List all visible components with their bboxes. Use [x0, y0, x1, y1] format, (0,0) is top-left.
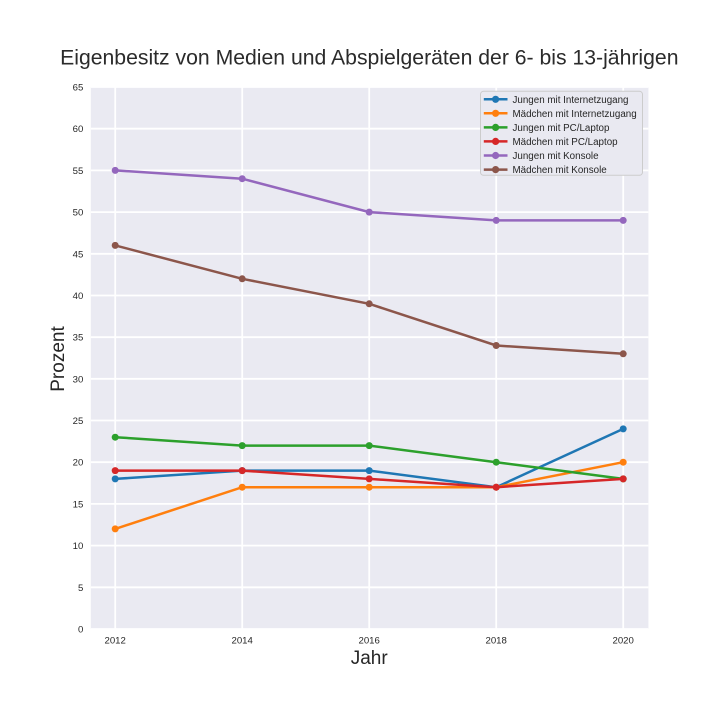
svg-text:15: 15 [73, 499, 84, 510]
svg-text:30: 30 [73, 374, 84, 385]
svg-text:Jungen mit PC/Laptop: Jungen mit PC/Laptop [513, 123, 610, 134]
svg-text:55: 55 [73, 166, 84, 177]
svg-text:5: 5 [78, 583, 83, 594]
svg-text:20: 20 [73, 458, 84, 469]
svg-text:25: 25 [73, 416, 84, 427]
svg-text:Jungen mit Konsole: Jungen mit Konsole [513, 151, 600, 162]
svg-text:2018: 2018 [486, 635, 507, 646]
svg-text:35: 35 [73, 333, 84, 344]
svg-text:40: 40 [73, 291, 84, 302]
svg-text:Mädchen mit Konsole: Mädchen mit Konsole [513, 165, 608, 176]
svg-text:Mädchen mit PC/Laptop: Mädchen mit PC/Laptop [513, 137, 619, 148]
svg-text:65: 65 [73, 83, 84, 94]
svg-text:2016: 2016 [359, 635, 380, 646]
svg-text:0: 0 [78, 625, 83, 636]
svg-text:Eigenbesitz von Medien und Abs: Eigenbesitz von Medien und Abspielgeräte… [60, 46, 678, 69]
svg-text:Mädchen mit Internetzugang: Mädchen mit Internetzugang [513, 109, 637, 120]
svg-text:Jahr: Jahr [351, 648, 389, 669]
svg-text:10: 10 [73, 541, 84, 552]
svg-text:Prozent: Prozent [48, 326, 69, 392]
svg-text:60: 60 [73, 124, 84, 135]
svg-text:45: 45 [73, 249, 84, 260]
svg-text:2014: 2014 [232, 635, 254, 646]
svg-text:2020: 2020 [613, 635, 634, 646]
svg-text:50: 50 [73, 208, 84, 219]
svg-text:Jungen mit Internetzugang: Jungen mit Internetzugang [513, 95, 629, 106]
svg-text:2012: 2012 [105, 635, 126, 646]
